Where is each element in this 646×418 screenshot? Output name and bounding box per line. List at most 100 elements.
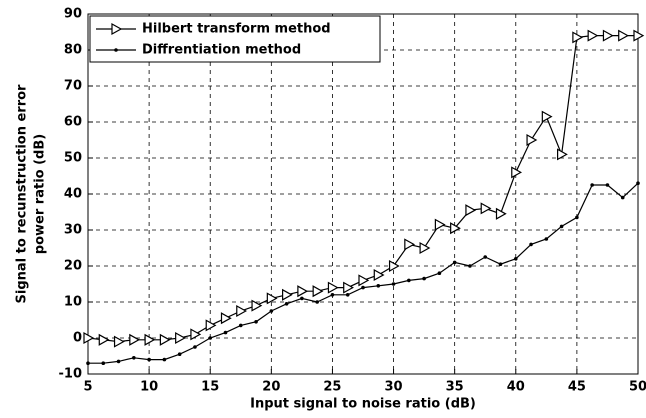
marker	[587, 29, 599, 42]
y-tick-label: 10	[64, 295, 82, 310]
marker	[177, 352, 182, 357]
y-tick-label: 90	[64, 7, 82, 22]
marker	[86, 361, 90, 366]
x-tick-label: 15	[201, 380, 219, 395]
marker	[388, 259, 400, 273]
marker	[208, 336, 213, 340]
marker	[557, 148, 568, 161]
y-tick-label: 80	[64, 43, 82, 58]
marker	[468, 264, 472, 268]
x-axis-label: Input signal to noise ratio (dB)	[250, 397, 476, 412]
x-tick-label: 10	[140, 380, 158, 395]
marker	[407, 278, 411, 283]
marker	[282, 288, 293, 301]
marker	[618, 29, 629, 42]
marker	[620, 195, 625, 200]
x-tick-label: 25	[323, 380, 341, 395]
marker	[266, 292, 278, 305]
marker	[541, 110, 553, 123]
y-tick-label: 0	[73, 331, 82, 346]
marker	[205, 319, 217, 332]
marker	[83, 331, 95, 345]
marker	[193, 345, 197, 349]
marker	[312, 285, 324, 298]
marker	[358, 274, 370, 287]
marker	[251, 299, 263, 312]
marker	[101, 361, 106, 366]
legend-box	[89, 15, 381, 63]
marker	[111, 22, 123, 36]
x-tick-label: 30	[385, 380, 403, 395]
y-tick-label: 60	[64, 115, 82, 130]
marker	[114, 48, 118, 52]
marker	[419, 241, 431, 255]
marker	[269, 309, 274, 313]
marker	[132, 356, 136, 360]
y-tick-label: 70	[64, 79, 82, 94]
marker	[495, 207, 507, 220]
x-tick-label: 5	[83, 380, 92, 395]
marker	[559, 224, 564, 229]
marker	[159, 333, 171, 346]
marker	[590, 183, 594, 187]
legend-label: Diffrentiation method	[142, 43, 301, 58]
marker	[483, 255, 488, 259]
x-tick-label: 45	[568, 380, 586, 395]
marker	[147, 357, 151, 362]
marker	[605, 183, 610, 187]
marker	[511, 166, 523, 179]
marker	[422, 276, 426, 281]
plot-frame	[87, 13, 639, 375]
marker	[315, 300, 319, 304]
marker	[327, 281, 339, 294]
y-axis-label: Signal to recunstruction error	[15, 84, 30, 304]
marker	[376, 284, 381, 288]
marker	[529, 242, 533, 247]
marker	[113, 335, 125, 348]
marker	[513, 257, 518, 261]
marker	[144, 333, 156, 346]
marker	[391, 282, 396, 286]
x-tick-label: 20	[262, 380, 280, 395]
marker	[602, 29, 614, 42]
y-tick-label: 20	[64, 259, 82, 274]
marker	[452, 260, 457, 265]
marker	[361, 285, 365, 290]
marker	[480, 202, 492, 215]
x-tick-label: 40	[507, 380, 525, 395]
y-tick-label: 50	[64, 151, 82, 166]
marker	[633, 29, 645, 42]
y-axis-label: power ratio (dB)	[33, 134, 48, 254]
legend-label: Hilbert transform method	[142, 22, 331, 37]
marker	[220, 312, 232, 325]
marker	[300, 296, 304, 301]
x-tick-label: 35	[446, 380, 464, 395]
y-tick-label: -10	[59, 367, 83, 382]
marker	[526, 133, 538, 147]
marker	[236, 304, 248, 318]
marker	[162, 357, 167, 362]
marker	[175, 331, 186, 345]
marker	[575, 215, 579, 220]
y-tick-label: 30	[64, 223, 82, 238]
marker	[465, 204, 477, 217]
marker	[343, 281, 354, 294]
marker	[373, 268, 385, 282]
marker	[437, 271, 442, 276]
marker	[330, 293, 335, 297]
marker	[116, 359, 121, 364]
marker	[572, 31, 584, 44]
marker	[223, 330, 228, 335]
marker	[450, 222, 461, 235]
y-tick-label: 40	[64, 187, 82, 202]
x-tick-label: 50	[629, 380, 646, 395]
marker	[404, 238, 416, 251]
marker	[636, 181, 640, 185]
marker	[129, 333, 141, 346]
marker	[284, 302, 289, 306]
marker	[238, 323, 243, 328]
marker	[98, 333, 110, 346]
marker	[345, 293, 350, 297]
marker	[254, 320, 258, 324]
